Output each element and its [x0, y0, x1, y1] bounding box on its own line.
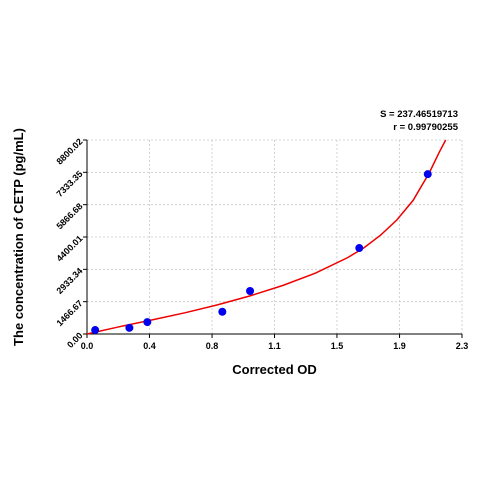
s-value: S = 237.46519713: [380, 109, 458, 120]
y-tick-label: 1466.67: [54, 298, 84, 328]
y-tick-label: 4400.01: [54, 233, 84, 263]
x-tick-label: 0.0: [81, 341, 94, 351]
x-tick-label: 1.9: [393, 341, 406, 351]
data-point: [125, 323, 134, 332]
axes: [83, 139, 463, 338]
data-point: [246, 287, 255, 296]
fit-curve: [86, 139, 447, 335]
data-point: [143, 318, 152, 327]
y-tick-label: 2933.34: [54, 266, 84, 296]
data-points: [91, 170, 432, 335]
r-value: r = 0.99790255: [393, 122, 458, 133]
x-tick-label: 2.3: [456, 341, 469, 351]
fit-statistics: S = 237.46519713 r = 0.99790255: [380, 108, 458, 134]
y-tick-label: 5866.68: [54, 201, 84, 231]
data-point: [91, 326, 100, 335]
x-axis-title: Corrected OD: [232, 362, 317, 377]
grid-lines: [87, 139, 463, 334]
x-tick-label: 0.4: [143, 341, 156, 351]
y-tick-label: 8800.02: [54, 136, 84, 166]
x-tick-label: 1.5: [331, 341, 344, 351]
data-point: [423, 170, 432, 179]
x-tick-label: 1.1: [268, 341, 281, 351]
x-tick-label: 0.8: [206, 341, 219, 351]
y-tick-label: 7333.35: [54, 169, 84, 199]
y-axis-title: The concentration of CETP (pg/mL): [11, 128, 26, 346]
data-point: [218, 307, 227, 316]
tick-labels: 0.0 0.4 0.8 1.1 1.5 1.9 2.30.001466.672933.344…: [54, 136, 468, 351]
data-point: [355, 244, 364, 253]
